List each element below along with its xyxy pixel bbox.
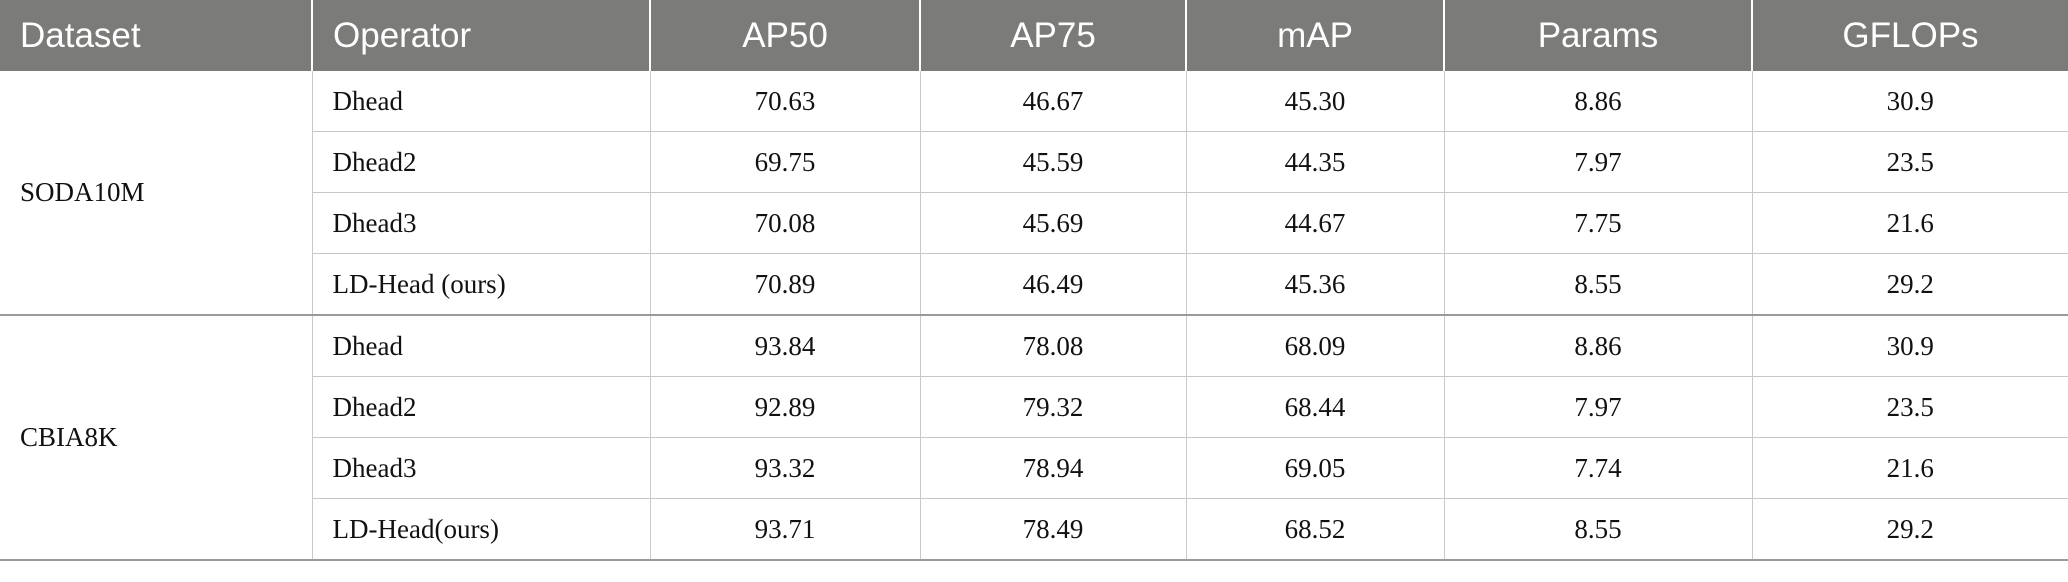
header-ap75: AP75 (920, 0, 1187, 71)
map-cell: 45.30 (1186, 71, 1445, 132)
ap75-cell: 79.32 (920, 376, 1187, 438)
table-row: Dhead3 70.08 45.69 44.67 7.75 21.6 (0, 192, 2068, 254)
header-ap50: AP50 (650, 0, 921, 71)
params-cell: 8.86 (1444, 315, 1753, 377)
ap75-cell: 45.69 (920, 192, 1187, 254)
ap50-cell: 92.89 (650, 376, 921, 438)
map-cell: 68.09 (1186, 315, 1445, 377)
ap75-cell: 46.67 (920, 71, 1187, 132)
ap50-cell: 70.08 (650, 192, 921, 254)
operator-cell: Dhead2 (312, 131, 651, 193)
operator-cell: LD-Head(ours) (312, 498, 651, 561)
table-row: LD-Head(ours) 93.71 78.49 68.52 8.55 29.… (0, 498, 2068, 561)
params-cell: 8.55 (1444, 498, 1753, 561)
map-cell: 44.35 (1186, 131, 1445, 193)
table-row: Dhead2 69.75 45.59 44.35 7.97 23.5 (0, 131, 2068, 193)
ap50-cell: 69.75 (650, 131, 921, 193)
params-cell: 7.97 (1444, 376, 1753, 438)
table-row: Dhead2 92.89 79.32 68.44 7.97 23.5 (0, 376, 2068, 438)
operator-cell: Dhead3 (312, 192, 651, 254)
operator-cell: LD-Head (ours) (312, 253, 651, 316)
gflops-cell: 30.9 (1752, 71, 2068, 132)
gflops-cell: 23.5 (1752, 131, 2068, 193)
dataset-cell: CBIA8K (0, 315, 313, 561)
table-row: SODA10M Dhead 70.63 46.67 45.30 8.86 30.… (0, 71, 2068, 316)
gflops-cell: 21.6 (1752, 437, 2068, 499)
map-cell: 44.67 (1186, 192, 1445, 254)
ap50-cell: 70.63 (650, 71, 921, 132)
dataset-cell: SODA10M (0, 71, 313, 316)
operator-cell: Dhead (312, 315, 651, 377)
params-cell: 7.97 (1444, 131, 1753, 193)
params-cell: 8.55 (1444, 253, 1753, 316)
table-row: CBIA8K Dhead 93.84 78.08 68.09 8.86 30.9 (0, 315, 2068, 561)
ap50-cell: 93.71 (650, 498, 921, 561)
gflops-cell: 30.9 (1752, 315, 2068, 377)
ap75-cell: 45.59 (920, 131, 1187, 193)
header-map: mAP (1186, 0, 1445, 71)
gflops-cell: 21.6 (1752, 192, 2068, 254)
ap50-cell: 93.84 (650, 315, 921, 377)
results-table: Dataset Operator AP50 AP75 mAP Params GF… (0, 0, 2068, 561)
ap75-cell: 78.94 (920, 437, 1187, 499)
table-row: LD-Head (ours) 70.89 46.49 45.36 8.55 29… (0, 253, 2068, 316)
gflops-cell: 29.2 (1752, 253, 2068, 316)
ap50-cell: 93.32 (650, 437, 921, 499)
map-cell: 69.05 (1186, 437, 1445, 499)
map-cell: 68.52 (1186, 498, 1445, 561)
gflops-cell: 29.2 (1752, 498, 2068, 561)
header-operator: Operator (312, 0, 651, 71)
params-cell: 7.74 (1444, 437, 1753, 499)
params-cell: 7.75 (1444, 192, 1753, 254)
operator-cell: Dhead (312, 71, 651, 132)
operator-cell: Dhead2 (312, 376, 651, 438)
header-gflops: GFLOPs (1752, 0, 2068, 71)
map-cell: 68.44 (1186, 376, 1445, 438)
map-cell: 45.36 (1186, 253, 1445, 316)
params-cell: 8.86 (1444, 71, 1753, 132)
header-params: Params (1444, 0, 1753, 71)
table-row: Dhead3 93.32 78.94 69.05 7.74 21.6 (0, 437, 2068, 499)
ap75-cell: 78.08 (920, 315, 1187, 377)
ap50-cell: 70.89 (650, 253, 921, 316)
header-row: Dataset Operator AP50 AP75 mAP Params GF… (0, 0, 2068, 71)
ap75-cell: 46.49 (920, 253, 1187, 316)
header-dataset: Dataset (0, 0, 313, 71)
ap75-cell: 78.49 (920, 498, 1187, 561)
gflops-cell: 23.5 (1752, 376, 2068, 438)
operator-cell: Dhead3 (312, 437, 651, 499)
